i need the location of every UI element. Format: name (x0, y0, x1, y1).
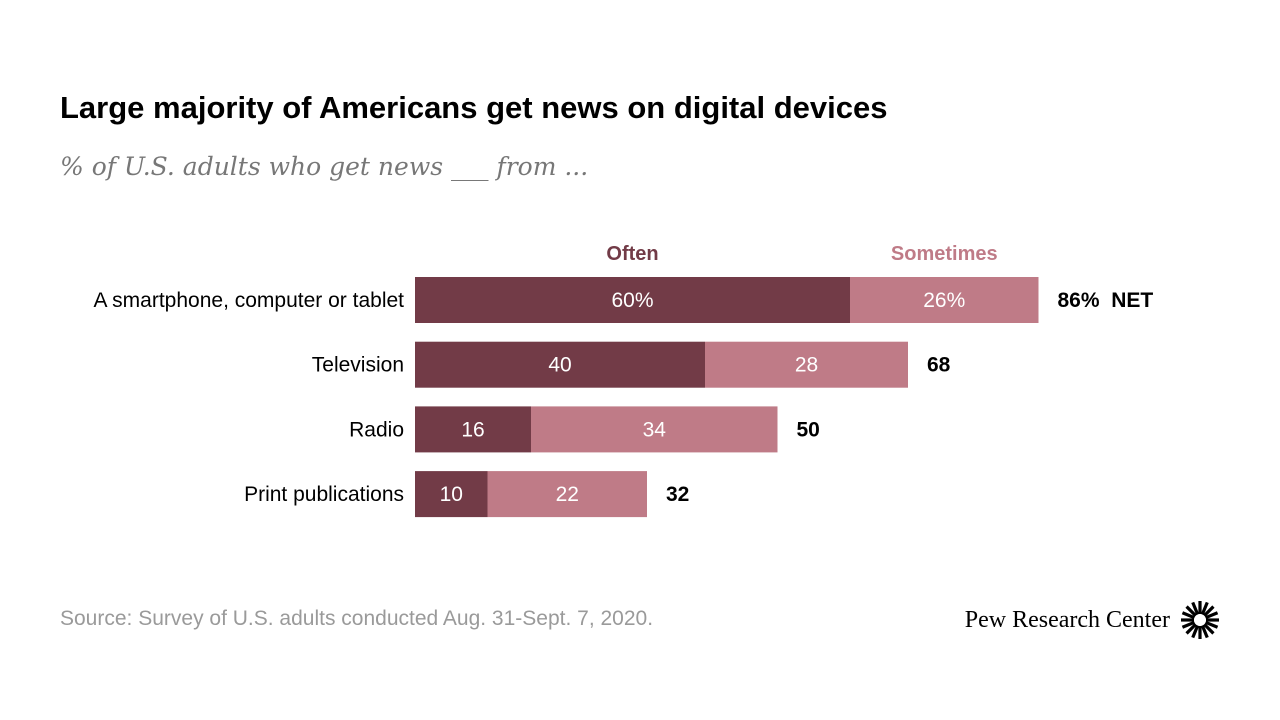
legend-sometimes: Sometimes (891, 243, 998, 265)
bar-sometimes (705, 341, 908, 388)
data-label-sometimes: 22 (556, 483, 579, 506)
data-label-sometimes: 26% (923, 289, 965, 312)
bar-often (415, 277, 850, 323)
bar-sometimes (487, 471, 647, 518)
bar-row: Television 40 28 68 (312, 341, 951, 388)
data-label-sometimes: 28 (795, 354, 818, 377)
category-label: A smartphone, computer or tablet (94, 289, 405, 312)
brand-name: Pew Research Center (964, 606, 1170, 633)
bar-often (415, 471, 488, 518)
net-label: 86% NET (1058, 289, 1154, 312)
bars-group: A smartphone, computer or tablet 60% 26% 86… (94, 277, 1154, 518)
pew-sunburst-icon (1181, 601, 1219, 639)
data-label-often: 16 (461, 418, 484, 441)
source-note: Source: Survey of U.S. adults conducted … (60, 607, 654, 630)
brand: Pew Research Center (965, 600, 1220, 640)
bar-often (415, 406, 531, 453)
category-label: Television (312, 354, 404, 377)
net-label: 50 (797, 418, 820, 441)
bar-row: Print publications 10 22 32 (244, 471, 689, 518)
category-label: Radio (349, 418, 404, 441)
bar-often (415, 341, 705, 388)
legend: Often Sometimes (606, 243, 997, 265)
net-label: 68 (927, 354, 951, 377)
net-label: 32 (666, 483, 689, 506)
bar-sometimes (531, 406, 778, 453)
data-label-often: 40 (548, 354, 571, 377)
data-label-sometimes: 34 (643, 418, 667, 441)
chart-subtitle: % of U.S. adults who get news ___ from .… (60, 152, 589, 181)
data-label-often: 10 (440, 483, 463, 506)
bar-row: Radio 16 34 50 (349, 406, 820, 453)
data-label-often: 60% (611, 289, 653, 312)
category-label: Print publications (244, 483, 404, 506)
chart-title: Large majority of Americans get news on … (60, 90, 888, 125)
bar-row: A smartphone, computer or tablet 60% 26% 86… (94, 277, 1154, 323)
bar-sometimes (850, 277, 1039, 323)
legend-often: Often (606, 243, 658, 265)
